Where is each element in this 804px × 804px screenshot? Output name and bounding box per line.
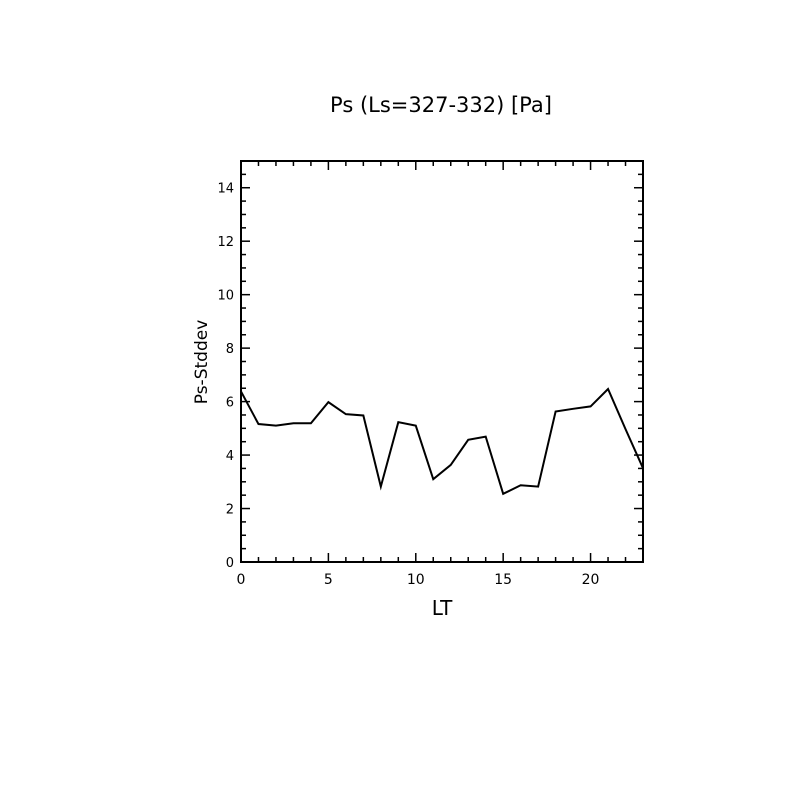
y-tick-label: 6 <box>226 396 234 411</box>
plot-frame <box>240 160 644 563</box>
x-tick-label: 5 <box>324 572 333 588</box>
y-tick-label: 4 <box>226 449 234 464</box>
tick-labels: 0 5 10 15 20 0 2 4 6 8 10 12 14 <box>217 182 599 588</box>
y-tick-label: 2 <box>226 503 234 518</box>
y-axis-label: Ps-Stddev <box>192 320 212 405</box>
y-tick-label: 8 <box>226 342 234 357</box>
y-tick-label: 14 <box>217 182 234 197</box>
ticks <box>240 160 644 563</box>
x-tick-label: 0 <box>237 572 246 588</box>
chart-title: Ps (Ls=327-332) [Pa] <box>330 93 552 117</box>
y-tick-label: 0 <box>226 556 234 571</box>
x-tick-label: 10 <box>407 572 425 588</box>
x-axis-label: LT <box>432 596 453 620</box>
x-tick-label: 20 <box>582 572 600 588</box>
y-tick-label: 12 <box>217 235 234 250</box>
series-line <box>240 387 644 496</box>
y-tick-label: 10 <box>217 289 234 304</box>
x-tick-label: 15 <box>494 572 512 588</box>
